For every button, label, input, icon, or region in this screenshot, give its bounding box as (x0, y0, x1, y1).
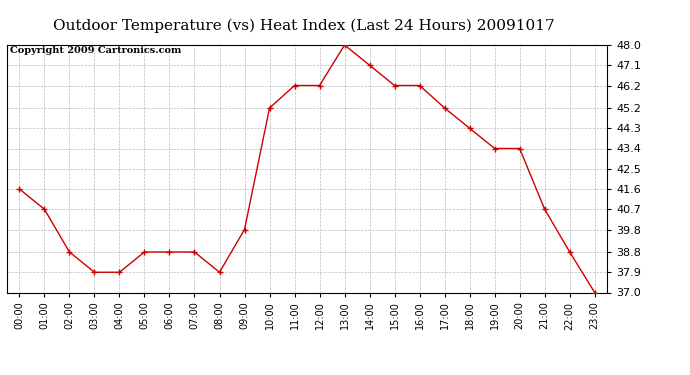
Text: Outdoor Temperature (vs) Heat Index (Last 24 Hours) 20091017: Outdoor Temperature (vs) Heat Index (Las… (53, 19, 554, 33)
Text: Copyright 2009 Cartronics.com: Copyright 2009 Cartronics.com (10, 46, 181, 55)
